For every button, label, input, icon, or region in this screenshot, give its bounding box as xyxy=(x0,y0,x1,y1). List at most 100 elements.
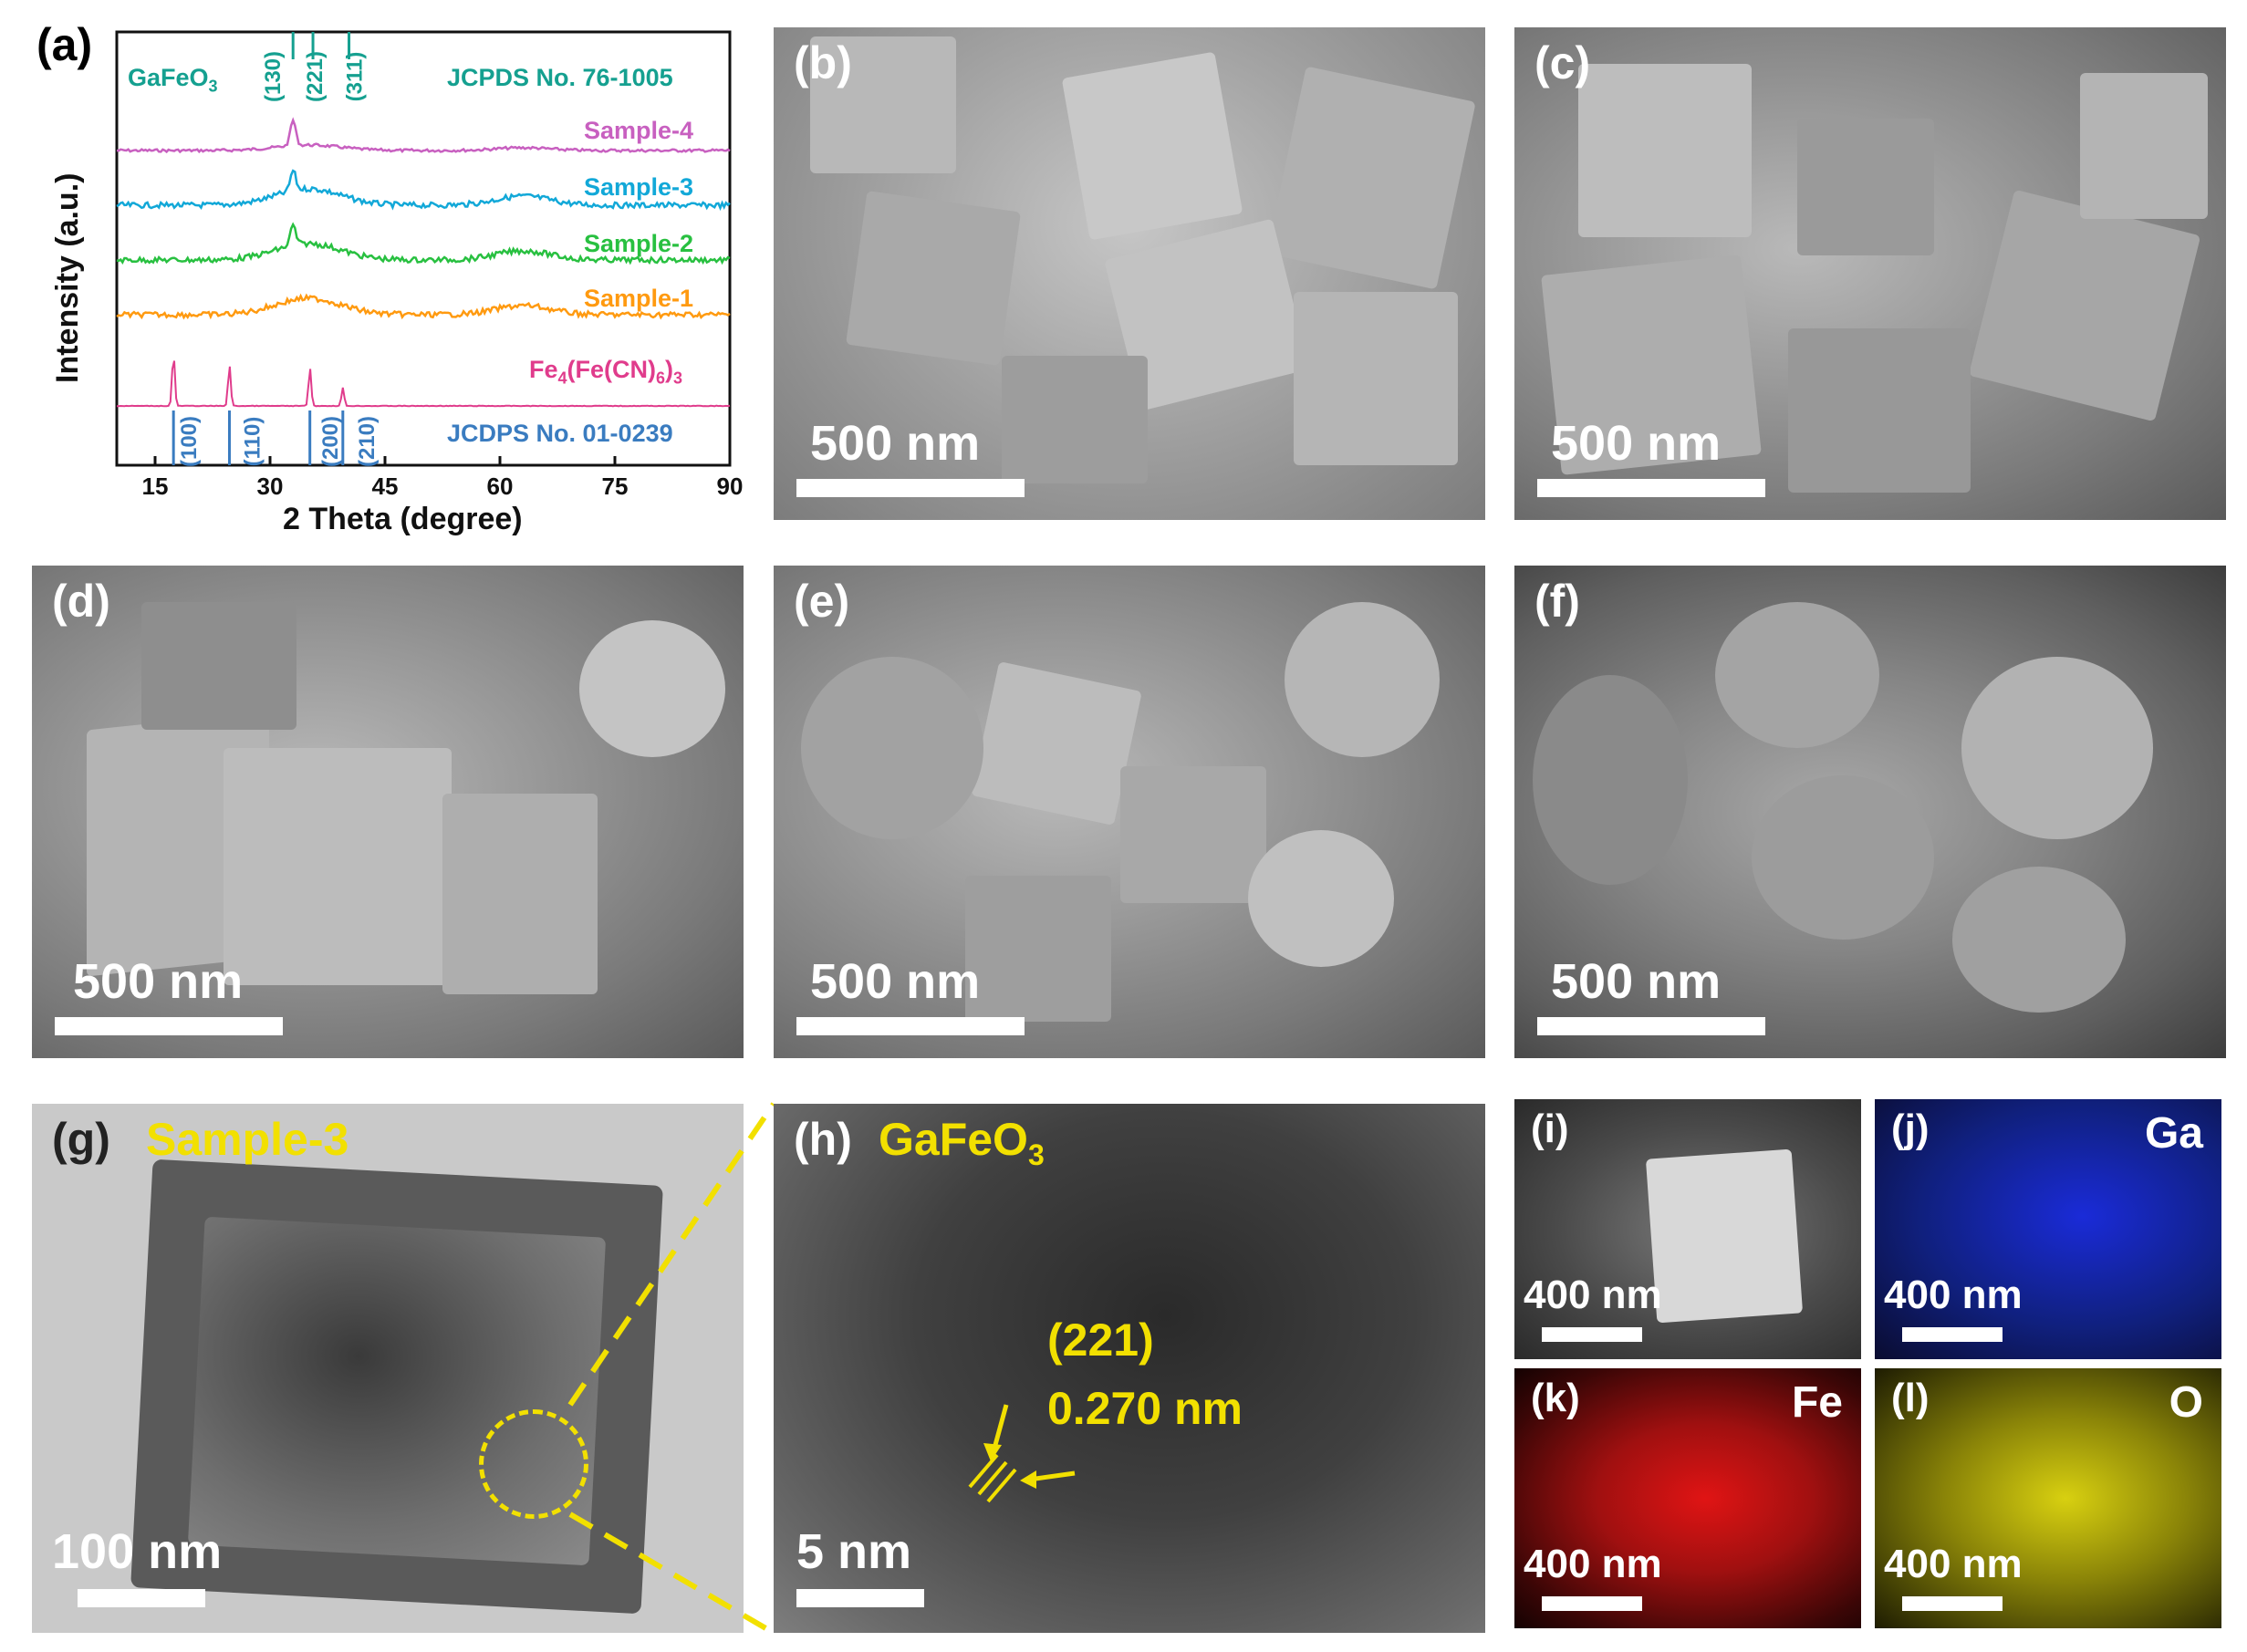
panel-h-hrtem-image: (h) GaFeO3 (221) 0.270 nm 5 nm xyxy=(774,1104,1485,1633)
panel-i-label: (i) xyxy=(1531,1107,1569,1151)
particle xyxy=(1952,867,2126,1013)
scale-bar xyxy=(1542,1327,1642,1342)
scale-bar xyxy=(55,1017,283,1035)
bottom-ref-card: JCDPS No. 01-0239 xyxy=(447,420,673,447)
cube xyxy=(1294,292,1458,465)
cube xyxy=(1120,766,1266,903)
scale-bar-text: 400 nm xyxy=(1884,1542,2023,1586)
particle xyxy=(801,657,983,839)
panel-l-o-map: (l) O 400 nm xyxy=(1875,1368,2221,1628)
panel-g-caption: Sample-3 xyxy=(146,1114,349,1165)
x-tick-30: 30 xyxy=(256,473,284,500)
lattice-arrows xyxy=(968,1404,1076,1503)
x-tick-45: 45 xyxy=(371,473,399,500)
panel-e-label: (e) xyxy=(794,576,850,627)
panel-j-ga-map: (j) Ga 400 nm xyxy=(1875,1099,2221,1359)
panel-k-label: (k) xyxy=(1531,1376,1580,1420)
element-label-fe: Fe xyxy=(1791,1378,1843,1427)
scale-bar-text: 400 nm xyxy=(1524,1273,1662,1317)
scale-bar xyxy=(1537,1017,1765,1035)
scale-bar xyxy=(1542,1596,1642,1611)
particle xyxy=(1248,830,1394,967)
panel-i-sem-image: (i) 400 nm xyxy=(1514,1099,1861,1359)
scale-bar-text: 100 nm xyxy=(52,1524,223,1579)
series-line-4 xyxy=(116,293,731,320)
panel-d-sem-image: (d) 500 nm xyxy=(32,566,744,1058)
panel-f-sem-image: (f) 500 nm xyxy=(1514,566,2226,1058)
particle xyxy=(1752,775,1934,940)
series-label-sample-3: Sample-3 xyxy=(584,173,694,201)
scale-bar-text: 400 nm xyxy=(1884,1273,2023,1317)
xrd-plot xyxy=(115,30,732,467)
series-label-sample-1: Sample-1 xyxy=(584,285,694,312)
cube xyxy=(1645,1148,1804,1324)
particle xyxy=(579,620,725,757)
panel-a-xrd-chart: (a) Intensity (a.u.) GaFeO3 JCPDS No. 76… xyxy=(0,0,757,547)
panel-b-label: (b) xyxy=(794,37,852,88)
x-axis-label: 2 Theta (degree) xyxy=(283,502,523,536)
bottom-peak-label-200: (200) xyxy=(318,415,344,468)
panel-h-label: (h) xyxy=(794,1114,852,1165)
top-peak-label-130: (130) xyxy=(261,50,286,103)
selected-region-circle xyxy=(479,1409,588,1519)
cube xyxy=(1788,328,1971,493)
series-label-sample-2: Sample-2 xyxy=(584,230,694,257)
bottom-peak-label-210: (210) xyxy=(355,415,380,468)
scale-bar xyxy=(1537,479,1765,497)
cube xyxy=(2080,73,2208,219)
scale-bar-text: 500 nm xyxy=(810,954,981,1009)
x-tick-60: 60 xyxy=(486,473,514,500)
top-ref-phase: GaFeO3 xyxy=(128,64,218,96)
cube xyxy=(1061,51,1243,241)
cube xyxy=(965,876,1111,1022)
scale-bar-text: 500 nm xyxy=(1551,416,1722,471)
x-tick-75: 75 xyxy=(601,473,629,500)
scale-bar xyxy=(796,1589,924,1607)
scale-bar-text: 5 nm xyxy=(796,1524,912,1579)
cube xyxy=(1797,119,1934,255)
scale-bar-text: 500 nm xyxy=(1551,954,1722,1009)
top-peak-label-311: (311) xyxy=(342,51,368,102)
scale-bar-text: 400 nm xyxy=(1524,1542,1662,1586)
scale-bar-text: 500 nm xyxy=(73,954,244,1009)
panel-h-caption: GaFeO3 xyxy=(879,1114,1045,1171)
panel-a-label: (a) xyxy=(36,19,93,70)
panel-c-sem-image: (c) 500 nm xyxy=(1514,27,2226,520)
panel-k-fe-map: (k) Fe 400 nm xyxy=(1514,1368,1861,1628)
series-line-3 xyxy=(116,222,731,265)
particle xyxy=(1715,602,1879,748)
scale-bar xyxy=(78,1589,205,1607)
scale-bar xyxy=(1902,1596,2003,1611)
plot-frame xyxy=(115,30,732,467)
particle xyxy=(1533,675,1688,885)
panel-g-tem-image: (g) Sample-3 100 nm xyxy=(32,1104,744,1633)
scale-bar xyxy=(1902,1327,2003,1342)
scale-bar xyxy=(796,1017,1025,1035)
series-label-prussian-blue: Fe4(Fe(CN)6)3 xyxy=(529,356,683,388)
cube xyxy=(442,794,598,994)
element-label-ga: Ga xyxy=(2144,1109,2203,1158)
cube xyxy=(141,602,296,730)
particle xyxy=(1285,602,1440,757)
cube xyxy=(971,661,1142,826)
series-line-2 xyxy=(116,169,731,212)
panel-f-label: (f) xyxy=(1534,576,1580,627)
panel-l-label: (l) xyxy=(1891,1376,1930,1420)
element-label-o: O xyxy=(2169,1378,2203,1427)
panel-j-label: (j) xyxy=(1891,1107,1930,1151)
cube xyxy=(810,36,956,173)
cube xyxy=(1578,64,1752,237)
scale-bar-text: 500 nm xyxy=(810,416,981,471)
series-label-sample-4: Sample-4 xyxy=(584,117,694,144)
panel-g-label: (g) xyxy=(52,1114,110,1165)
panel-d-label: (d) xyxy=(52,576,110,627)
cube xyxy=(1002,356,1148,483)
scale-bar xyxy=(796,479,1025,497)
bottom-peak-label-110: (110) xyxy=(240,416,265,467)
series-line-1 xyxy=(116,117,731,154)
cube xyxy=(845,190,1022,367)
bottom-peak-label-100: (100) xyxy=(177,415,203,468)
top-peak-label-221: (221) xyxy=(303,50,328,103)
d-spacing-label: 0.270 nm xyxy=(1047,1383,1243,1434)
x-tick-90: 90 xyxy=(716,473,744,500)
